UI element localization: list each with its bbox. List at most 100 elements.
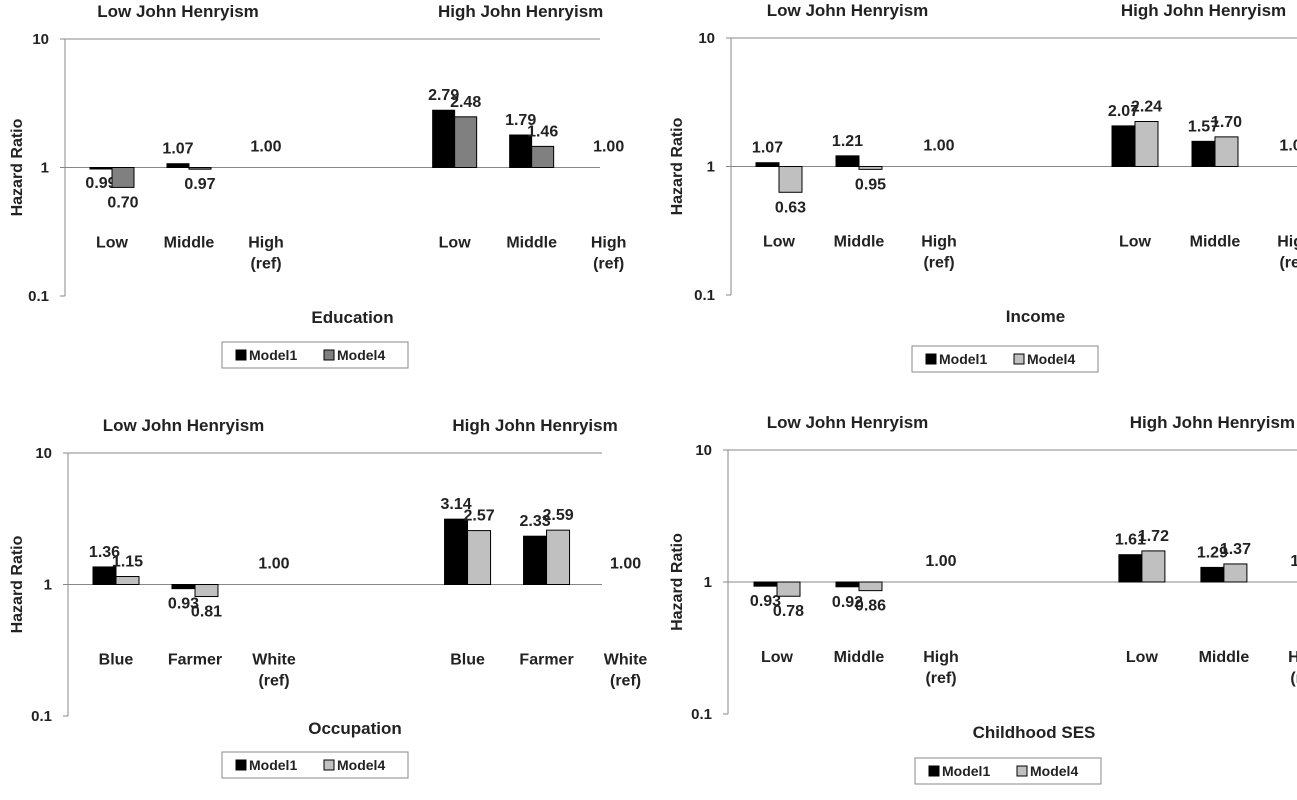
bar-model4 — [546, 529, 571, 585]
value-label: 1.00 — [610, 556, 641, 573]
value-label: 1.79 — [505, 112, 536, 129]
legend-label-model4: Model4 — [1027, 351, 1075, 367]
legend-swatch-model1 — [235, 759, 247, 771]
value-label: 0.93 — [168, 596, 199, 613]
value-label: 3.14 — [440, 496, 471, 513]
category-label: (ref) — [925, 670, 956, 687]
legend-label-model1: Model1 — [249, 757, 297, 773]
category-label: (ref) — [1279, 255, 1297, 272]
chart-svg: 10 1 0.1 Hazard Ratio Low John Henryism High … — [9, 2, 626, 369]
value-label: 0.95 — [855, 176, 886, 193]
category-label: Middle — [834, 649, 885, 666]
group-label-low-john-henryism: Low John Henryism — [103, 416, 265, 435]
chart-svg: 10 1 0.1 Hazard Ratio Low John Henryism High … — [669, 1, 1297, 373]
y-tick-label: 0.1 — [694, 287, 715, 304]
value-label: 1.07 — [162, 141, 193, 158]
bar-model4 — [111, 167, 135, 188]
bar-model1 — [92, 566, 117, 586]
bar-model4 — [1223, 563, 1248, 583]
legend-box — [221, 751, 409, 779]
category-label: High — [1288, 649, 1297, 666]
category-label: White — [604, 652, 648, 669]
bar-model1 — [432, 109, 456, 168]
legend-label-model1: Model1 — [942, 763, 990, 779]
category-label: Low — [1126, 649, 1159, 666]
legend-box — [914, 757, 1102, 785]
legend-swatch-model4 — [323, 759, 335, 771]
value-label: 0.78 — [773, 603, 804, 620]
bar-model4 — [194, 584, 219, 598]
chart-svg: 10 1 0.1 Hazard Ratio Low John Henryism High … — [669, 413, 1297, 785]
group-label-high-john-henryism: High John Henryism — [1121, 1, 1286, 20]
value-label: 1.36 — [89, 544, 120, 561]
legend-swatch-model4 — [1016, 765, 1028, 777]
category-label: High — [923, 649, 959, 666]
bar-model1 — [1118, 554, 1143, 583]
legend-swatch-model4 — [323, 349, 335, 361]
category-label: High — [1277, 234, 1297, 251]
chart-occupation: 10 1 0.1 Hazard Ratio Low John Henryism High … — [0, 408, 650, 800]
value-label: 0.63 — [775, 199, 806, 216]
bar-model1 — [1191, 140, 1216, 167]
value-label: 1.00 — [923, 138, 954, 155]
bar-model4 — [1214, 136, 1239, 167]
value-label: 0.70 — [107, 194, 138, 211]
value-label: 2.07 — [1108, 103, 1139, 120]
bar-model4 — [1134, 120, 1159, 167]
x-axis-title: Income — [1006, 307, 1066, 326]
value-label: 1.46 — [527, 123, 558, 140]
bar-model1 — [835, 581, 860, 588]
chart-income: 10 1 0.1 Hazard Ratio Low John Henryism High … — [660, 0, 1297, 392]
value-label: 1.00 — [258, 556, 289, 573]
value-label: 1.15 — [112, 554, 143, 571]
chart-childhood-ses: 10 1 0.1 Hazard Ratio Low John Henryism High … — [660, 408, 1297, 800]
category-label: Middle — [834, 234, 885, 251]
value-label: 0.86 — [855, 598, 886, 615]
legend-label-model1: Model1 — [939, 351, 987, 367]
y-tick-label: 10 — [35, 445, 52, 462]
bar-model1 — [755, 162, 780, 167]
legend-box — [911, 345, 1099, 373]
category-label: Middle — [1199, 649, 1250, 666]
chart-education: 10 1 0.1 Hazard Ratio Low John Henryism High … — [0, 0, 650, 392]
value-label: 2.48 — [450, 94, 481, 111]
category-label: Farmer — [168, 652, 222, 669]
bar-model4 — [776, 581, 801, 597]
value-label: 0.81 — [191, 604, 222, 621]
legend-swatch-model1 — [928, 765, 940, 777]
legend-swatch-model1 — [235, 349, 247, 361]
value-label: 0.93 — [750, 593, 781, 610]
value-label: 0.97 — [184, 176, 215, 193]
y-tick-label: 1 — [44, 577, 52, 594]
chart-svg: 10 1 0.1 Hazard Ratio Low John Henryism High … — [9, 416, 648, 779]
category-label: (ref) — [1290, 670, 1297, 687]
y-tick-label: 1 — [707, 159, 715, 176]
value-label: 1.37 — [1220, 541, 1251, 558]
y-axis-label: Hazard Ratio — [669, 117, 686, 215]
value-label: 2.79 — [428, 87, 459, 104]
legend-swatch-model1 — [925, 353, 937, 365]
category-label: Low — [439, 235, 472, 252]
category-label: High — [921, 234, 957, 251]
category-label: White — [252, 652, 296, 669]
category-label: High — [248, 235, 284, 252]
x-axis-title: Childhood SES — [973, 723, 1096, 742]
bar-model1 — [753, 581, 778, 587]
x-axis-title: Occupation — [308, 719, 402, 738]
group-label-high-john-henryism: High John Henryism — [438, 2, 603, 21]
value-label: 1.29 — [1197, 544, 1228, 561]
legend-label-model4: Model4 — [1030, 763, 1078, 779]
group-label-low-john-henryism: Low John Henryism — [97, 2, 259, 21]
value-label: 0.92 — [832, 594, 863, 611]
category-label: Middle — [506, 235, 557, 252]
bar-model4 — [531, 145, 555, 169]
legend-label-model4: Model4 — [337, 347, 385, 363]
group-label-high-john-henryism: High John Henryism — [1130, 413, 1295, 432]
bar-model1 — [166, 163, 190, 168]
category-label: (ref) — [610, 673, 641, 690]
value-label: 1.00 — [925, 553, 956, 570]
bar-model1 — [1111, 125, 1136, 167]
value-label: 0.99 — [85, 175, 116, 192]
bar-model4 — [188, 167, 212, 170]
legend-box — [221, 341, 409, 369]
